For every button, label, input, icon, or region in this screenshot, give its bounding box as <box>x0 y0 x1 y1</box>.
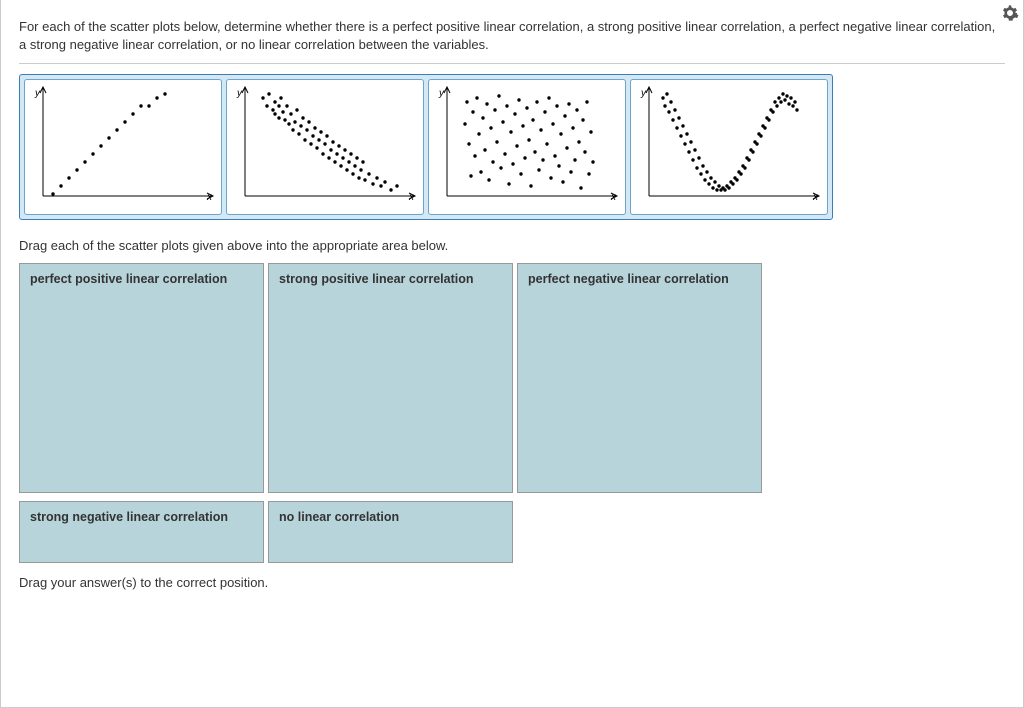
drop-zone-spos[interactable]: strong positive linear correlation <box>268 263 513 493</box>
footer-hint: Drag your answer(s) to the correct posit… <box>19 575 1005 590</box>
drop-zone-title: strong positive linear correlation <box>269 264 512 294</box>
drop-zones-container: perfect positive linear correlationstron… <box>19 263 1005 563</box>
scatter-plot-plot4[interactable]: yx <box>630 79 828 215</box>
scatter-svg: yx <box>433 84 621 210</box>
drop-zone-none[interactable]: no linear correlation <box>268 501 513 563</box>
scatter-plot-plot3[interactable]: yx <box>428 79 626 215</box>
drop-zone-title: no linear correlation <box>269 502 512 532</box>
scatter-svg: yx <box>231 84 419 210</box>
drop-zone-ppos[interactable]: perfect positive linear correlation <box>19 263 264 493</box>
divider <box>19 63 1005 64</box>
svg-text:y: y <box>640 88 647 99</box>
drop-zone-title: strong negative linear correlation <box>20 502 263 532</box>
scatter-plot-plot1[interactable]: yx <box>24 79 222 215</box>
scatter-plot-plot2[interactable]: yx <box>226 79 424 215</box>
scatter-svg: yx <box>29 84 217 210</box>
drag-instructions: Drag each of the scatter plots given abo… <box>19 238 1005 253</box>
scatter-plots-row: yxyxyxyx <box>19 74 833 220</box>
svg-text:y: y <box>34 88 41 99</box>
svg-text:y: y <box>236 88 243 99</box>
drop-zone-pneg[interactable]: perfect negative linear correlation <box>517 263 762 493</box>
scatter-svg: yx <box>635 84 823 210</box>
question-text: For each of the scatter plots below, det… <box>19 18 1005 53</box>
drop-zone-sneg[interactable]: strong negative linear correlation <box>19 501 264 563</box>
svg-text:y: y <box>438 88 445 99</box>
gear-icon[interactable] <box>1001 4 1019 25</box>
drop-zone-title: perfect negative linear correlation <box>518 264 761 294</box>
question-panel: For each of the scatter plots below, det… <box>0 0 1024 708</box>
drop-zone-title: perfect positive linear correlation <box>20 264 263 294</box>
